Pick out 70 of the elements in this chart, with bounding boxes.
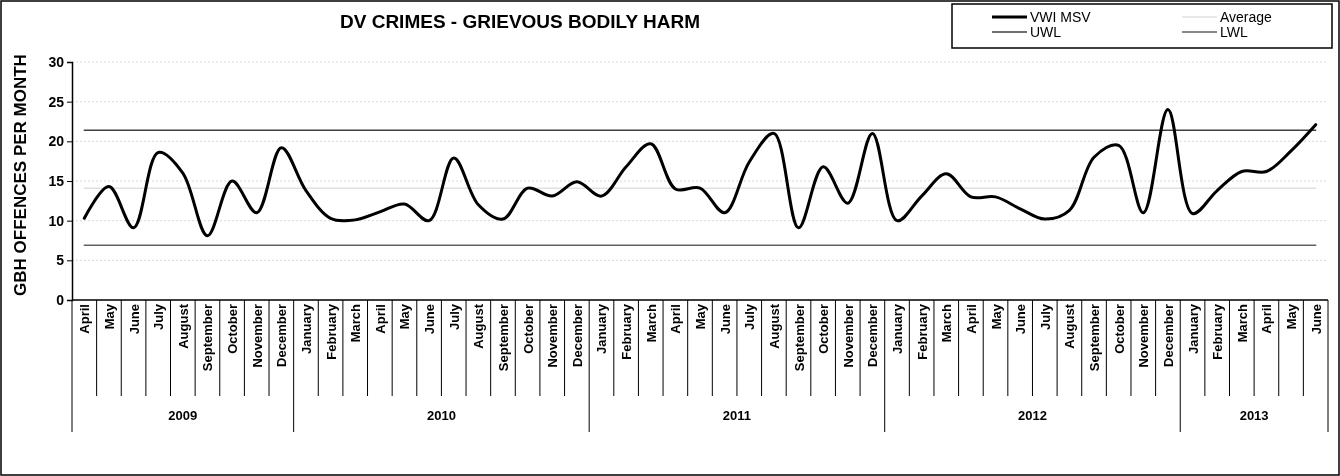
x-tick-label: November: [249, 304, 265, 368]
x-tick-label: October: [520, 304, 536, 354]
text: 2009: [168, 408, 198, 423]
x-tick-label: December: [569, 304, 585, 367]
line-series: [82, 108, 1318, 238]
x-tick-label: April: [668, 304, 684, 334]
y-tick-label: 15: [48, 172, 65, 189]
x-tick-label: April: [77, 304, 93, 334]
x-tick-label: May: [101, 303, 117, 330]
text: 2010: [426, 408, 456, 423]
text: 2013: [1239, 408, 1269, 423]
x-tick-label: October: [225, 304, 241, 354]
chart-title: DV CRIMES - GRIEVOUS BODILY HARM: [340, 11, 700, 32]
x-tick-label: February: [1210, 303, 1226, 360]
text: 2012: [1018, 408, 1047, 423]
x-tick-label: September: [200, 304, 216, 372]
x-tick-label: January: [594, 303, 610, 354]
x-tick-label: August: [1062, 303, 1078, 349]
x-tick-label: February: [619, 303, 635, 360]
x-tick-label: July: [1037, 303, 1053, 331]
x-tick-label: November: [1136, 304, 1152, 368]
x-tick-label: June: [126, 304, 142, 335]
x-tick-label: January: [1185, 303, 1201, 354]
y-tick-label: 0: [56, 291, 65, 308]
x-tick-label: February: [323, 303, 339, 360]
text: 2011: [722, 408, 752, 423]
x-tick-label: February: [914, 303, 930, 360]
x-tick-label: June: [1013, 304, 1029, 335]
x-tick-label: July: [742, 303, 758, 331]
x-tick-label: December: [865, 304, 881, 367]
x-tick-label: June: [1308, 304, 1324, 335]
legend-label: Average: [1220, 9, 1273, 25]
x-tick-label: April: [1259, 304, 1275, 334]
x-tick-label: October: [1111, 304, 1127, 354]
y-tick-label: 20: [48, 133, 65, 150]
y-tick-label: 25: [48, 93, 65, 110]
y-tick-label: 30: [48, 53, 65, 70]
y-axis-title: GBH OFFENCES PER MONTH: [11, 54, 30, 296]
y-tick-label: 5: [56, 252, 65, 269]
x-tick-label: August: [175, 303, 191, 349]
x-tick-label: September: [1087, 304, 1103, 372]
x-tick-label: July: [151, 303, 167, 331]
x-tick-label: March: [1234, 303, 1250, 343]
x-tick-label: August: [471, 303, 487, 349]
legend-label: VWI MSV: [1030, 9, 1092, 25]
legend-label: UWL: [1030, 24, 1062, 40]
x-tick-label: June: [717, 304, 733, 335]
x-tick-label: September: [791, 304, 807, 372]
x-tick-label: June: [422, 304, 438, 335]
x-tick-label: November: [545, 304, 561, 368]
x-tick-label: September: [495, 304, 511, 372]
x-tick-label: November: [840, 304, 856, 368]
x-tick-label: May: [988, 303, 1004, 330]
x-tick-label: January: [890, 303, 906, 354]
x-tick-label: January: [298, 303, 314, 354]
x-tick-label: March: [348, 303, 364, 343]
y-tick-label: 10: [48, 212, 65, 229]
legend-label: LWL: [1220, 24, 1248, 40]
x-tick-label: December: [274, 304, 290, 367]
x-tick-label: October: [816, 304, 832, 354]
x-tick-label: May: [1284, 303, 1300, 330]
x-tick-label: March: [939, 303, 955, 343]
x-tick-label: August: [766, 303, 782, 349]
x-tick-label: April: [372, 304, 388, 334]
x-tick-label: May: [693, 303, 708, 330]
x-tick-label: December: [1160, 304, 1176, 367]
x-tick-label: May: [397, 303, 413, 330]
x-tick-label: July: [446, 303, 462, 331]
x-tick-label: March: [643, 303, 659, 343]
x-tick-label: April: [963, 304, 979, 334]
